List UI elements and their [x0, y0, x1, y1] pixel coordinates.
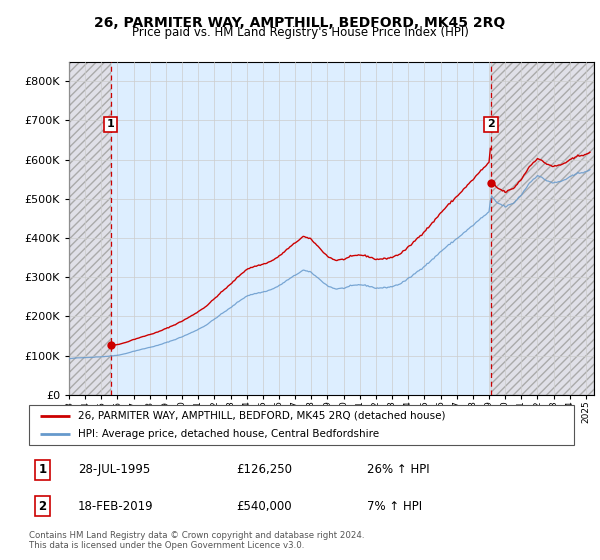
Text: 1: 1 [107, 119, 115, 129]
Text: 18-FEB-2019: 18-FEB-2019 [78, 500, 154, 512]
Text: 2: 2 [487, 119, 495, 129]
Polygon shape [491, 62, 594, 395]
Text: £126,250: £126,250 [236, 463, 292, 476]
Text: 28-JUL-1995: 28-JUL-1995 [78, 463, 150, 476]
Text: 1: 1 [38, 463, 46, 476]
Text: 26, PARMITER WAY, AMPTHILL, BEDFORD, MK45 2RQ (detached house): 26, PARMITER WAY, AMPTHILL, BEDFORD, MK4… [78, 411, 445, 421]
Text: 7% ↑ HPI: 7% ↑ HPI [367, 500, 422, 512]
Polygon shape [69, 62, 111, 395]
Text: 2: 2 [38, 500, 46, 512]
FancyBboxPatch shape [29, 405, 574, 445]
Text: £540,000: £540,000 [236, 500, 292, 512]
Text: 26% ↑ HPI: 26% ↑ HPI [367, 463, 429, 476]
Text: Price paid vs. HM Land Registry's House Price Index (HPI): Price paid vs. HM Land Registry's House … [131, 26, 469, 39]
Text: Contains HM Land Registry data © Crown copyright and database right 2024.
This d: Contains HM Land Registry data © Crown c… [29, 531, 364, 550]
Text: HPI: Average price, detached house, Central Bedfordshire: HPI: Average price, detached house, Cent… [78, 430, 379, 439]
Text: 26, PARMITER WAY, AMPTHILL, BEDFORD, MK45 2RQ: 26, PARMITER WAY, AMPTHILL, BEDFORD, MK4… [94, 16, 506, 30]
